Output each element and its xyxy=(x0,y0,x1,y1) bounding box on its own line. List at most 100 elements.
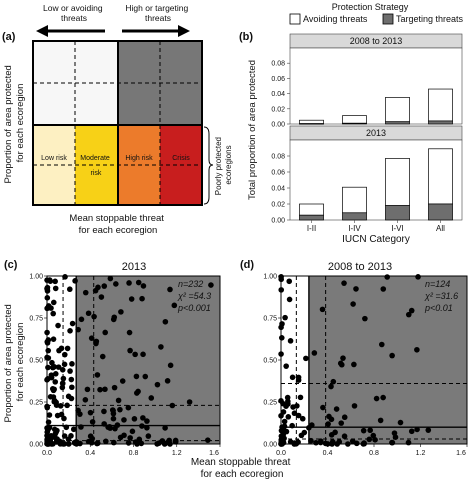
y-tick-label: 0.04 xyxy=(271,186,285,193)
scatter-point xyxy=(291,410,298,417)
scatter-point xyxy=(290,404,296,410)
bar-targeting xyxy=(299,214,324,221)
scatter-point xyxy=(133,373,140,380)
y-tick-label: 0.75 xyxy=(29,316,43,323)
scatter-point xyxy=(45,337,52,343)
panel-b-ylabel: Total proportion of area protected xyxy=(247,60,258,200)
bar-targeting xyxy=(385,205,410,221)
scatter-point xyxy=(103,438,109,445)
y-tick-label: 0.02 xyxy=(271,106,285,113)
y-tick-label: 0.08 xyxy=(271,154,285,161)
panel-d-ticks: 0.00 0.25 0.50 0.75 1.00 0.0 0.4 0.8 1.2 1.6 xyxy=(263,274,468,457)
panel-c-stats: n=232 χ² =54.3 p<0.001 xyxy=(177,279,214,313)
scatter-point xyxy=(303,355,309,362)
scatter-point xyxy=(126,329,133,336)
scatter-point xyxy=(94,372,101,378)
scatter-point xyxy=(425,427,432,433)
scatter-point xyxy=(135,279,142,286)
scatter-point xyxy=(325,421,331,427)
scatter-point xyxy=(370,432,377,439)
scatter-point xyxy=(67,328,73,334)
bar-targeting xyxy=(342,212,367,221)
scatter-point xyxy=(94,440,101,447)
scatter-point xyxy=(159,438,166,444)
scatter-point xyxy=(69,384,75,391)
scatter-point xyxy=(158,344,164,350)
y-tick-label: 0.00 xyxy=(271,218,285,225)
arrow-left-label: Low or avoiding threats xyxy=(43,3,105,23)
bar-targeting xyxy=(385,121,410,125)
scatter-point xyxy=(295,412,302,419)
x-tick-label: 0.4 xyxy=(85,450,95,457)
scatter-point xyxy=(362,315,368,322)
legend-label-targeting: Targeting threats xyxy=(396,14,464,24)
scatter-point xyxy=(72,278,78,284)
scatter-point xyxy=(154,381,161,388)
arrow-right-icon xyxy=(122,25,190,37)
scatter-point xyxy=(414,346,420,353)
scatter-point xyxy=(142,373,149,380)
scatter-point xyxy=(289,374,296,381)
scatter-point xyxy=(78,424,84,430)
scatter-point xyxy=(101,408,107,415)
scatter-point xyxy=(46,412,53,418)
arrow-left-icon xyxy=(36,25,105,37)
scatter-point xyxy=(139,295,145,302)
scatter-point xyxy=(117,406,123,413)
scatter-point xyxy=(125,404,132,411)
scatter-point xyxy=(102,329,108,336)
x-tick-label: 0.0 xyxy=(42,450,52,457)
x-tick-label: 0.8 xyxy=(129,450,139,457)
scatter-point xyxy=(171,302,178,309)
scatter-point xyxy=(164,378,171,384)
scatter-point xyxy=(313,439,319,446)
bar-avoiding xyxy=(428,88,453,122)
y-tick-label: 0.25 xyxy=(263,400,277,407)
scatter-point xyxy=(283,363,289,369)
scatter-point xyxy=(91,313,97,320)
scatter-point xyxy=(140,283,147,289)
scatter-point xyxy=(172,439,179,445)
scatter-point xyxy=(134,390,140,396)
scatter-point xyxy=(64,345,71,352)
panel-c-title: 2013 xyxy=(122,261,146,273)
scatter-point xyxy=(69,320,76,327)
panel-b: (b) Protection Strategy Avoiding threats… xyxy=(239,2,464,245)
x-tick-label: 0.8 xyxy=(369,450,379,457)
legend-avoiding: Avoiding threats xyxy=(289,13,368,25)
scatter-point xyxy=(88,335,95,341)
scatter-point xyxy=(51,397,58,404)
scatter-point xyxy=(132,351,138,358)
scatter-point xyxy=(107,275,114,282)
scatter-point xyxy=(366,436,373,443)
scatter-point xyxy=(317,438,324,445)
panel-d-shaded-region xyxy=(308,276,467,444)
scatter-point xyxy=(353,286,359,292)
scatter-point xyxy=(377,417,384,424)
x-tick-label: 1.6 xyxy=(456,450,466,457)
scatter-point xyxy=(72,440,79,447)
scatter-point xyxy=(139,423,145,429)
scatter-point xyxy=(295,374,302,381)
scatter-point xyxy=(52,371,59,377)
scatter-point xyxy=(64,402,70,409)
scatter-point xyxy=(297,394,304,401)
panel-d-stats: n=124 χ² =31.6 p<0.01 xyxy=(424,279,461,313)
y-tick-label: 0.50 xyxy=(263,358,277,365)
scatter-point xyxy=(99,353,106,360)
scatter-point xyxy=(166,437,172,444)
panel-b-xlabel: IUCN Category xyxy=(342,234,410,245)
scatter-point xyxy=(144,418,150,424)
scatter-point xyxy=(82,289,89,296)
bars-group xyxy=(299,88,453,221)
bar-targeting xyxy=(428,203,453,221)
scatter-point xyxy=(84,386,91,393)
y-tick-label: 0.06 xyxy=(271,170,285,177)
scatter-point xyxy=(87,433,94,439)
scatter-point xyxy=(140,415,146,421)
scatter-point xyxy=(111,384,118,391)
panel-c-shaded-region xyxy=(76,276,220,444)
scatter-point xyxy=(326,413,332,420)
scatter-point xyxy=(61,415,67,422)
x-tick-label: I-IV xyxy=(348,224,361,233)
